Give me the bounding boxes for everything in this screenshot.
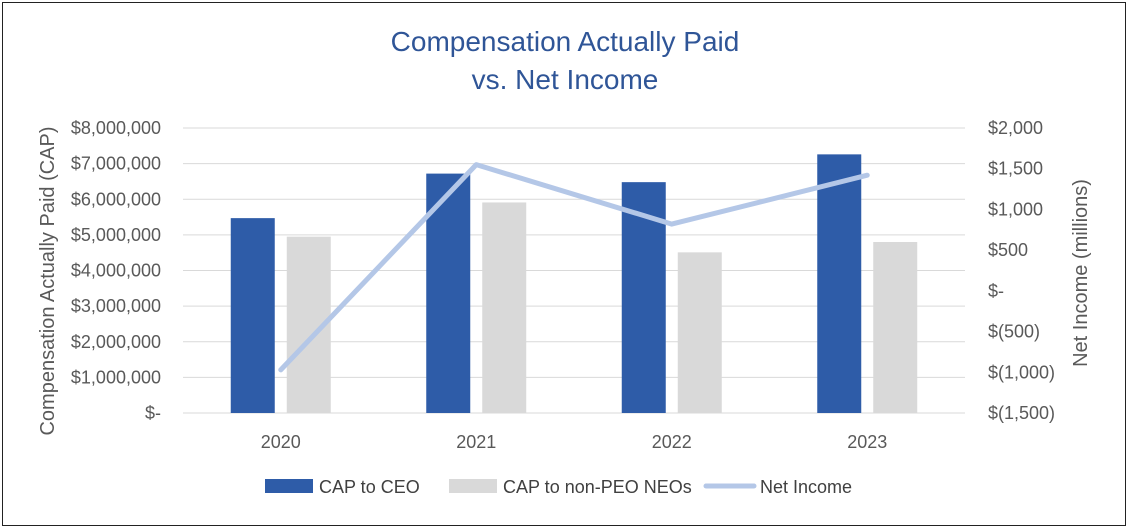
chart-title-line-1: Compensation Actually Paid <box>391 26 740 57</box>
y-left-tick-label: $1,000,000 <box>71 367 161 387</box>
y-left-tick-label: $2,000,000 <box>71 332 161 352</box>
bar-cap-ceo-2023 <box>817 154 862 414</box>
net-income-line <box>278 162 870 373</box>
legend-label-cap-neos: CAP to non-PEO NEOs <box>503 477 692 497</box>
y-right-tick-label: $- <box>988 281 1004 301</box>
legend-label-cap-ceo: CAP to CEO <box>319 477 420 497</box>
bar-cap-ceo-2020 <box>230 218 275 413</box>
bar-cap-neos-2023 <box>873 242 918 413</box>
y-left-tick-label: $4,000,000 <box>71 261 161 281</box>
chart-title: Compensation Actually Paid vs. Net Incom… <box>391 26 740 95</box>
chart-title-line-2: vs. Net Income <box>472 64 659 95</box>
net-income-line-group <box>278 162 870 373</box>
legend-swatch-cap-neos <box>449 479 497 493</box>
legend: CAP to CEO CAP to non-PEO NEOs Net Incom… <box>265 477 852 497</box>
bar-cap-neos-2022 <box>677 252 722 413</box>
y-right-tick-label: $(1,000) <box>988 362 1055 382</box>
y-right-tick-label: $1,000 <box>988 199 1043 219</box>
y-left-tick-label: $8,000,000 <box>71 118 161 138</box>
chart-svg: Compensation Actually Paid vs. Net Incom… <box>37 26 1092 497</box>
y-right-tick-label: $1,500 <box>988 159 1043 179</box>
y-axis-left-label: Compensation Actually Paid (CAP) <box>37 126 59 435</box>
y-right-tick-label: $(500) <box>988 322 1040 342</box>
y-right-tick-label: $2,000 <box>988 118 1043 138</box>
y-axis-left-ticks: $- $1,000,000 $2,000,000 $3,000,000 $4,000,0… <box>71 118 161 423</box>
legend-swatch-cap-ceo <box>265 479 313 493</box>
y-axis-right-label: Net Income (millions) <box>1070 179 1092 367</box>
y-left-tick-label: $6,000,000 <box>71 189 161 209</box>
x-tick-label-2021: 2021 <box>456 432 496 452</box>
y-right-tick-label: $(1,500) <box>988 403 1055 423</box>
x-tick-label-2020: 2020 <box>261 432 301 452</box>
y-right-tick-label: $500 <box>988 240 1028 260</box>
x-tick-label-2022: 2022 <box>652 432 692 452</box>
legend-label-net-income: Net Income <box>760 477 852 497</box>
y-axis-right-ticks: $(1,500) $(1,000) $(500) $- $500 $1,000 $1,500… <box>988 118 1055 423</box>
bars <box>230 154 918 414</box>
x-tick-label-2023: 2023 <box>847 432 887 452</box>
x-axis-ticks: 2020 2021 2022 2023 <box>261 432 888 452</box>
y-left-tick-label: $5,000,000 <box>71 225 161 245</box>
y-left-tick-label: $- <box>145 403 161 423</box>
bar-cap-neos-2021 <box>482 202 527 413</box>
bar-cap-ceo-2021 <box>426 173 471 413</box>
y-left-tick-label: $3,000,000 <box>71 296 161 316</box>
y-left-tick-label: $7,000,000 <box>71 154 161 174</box>
